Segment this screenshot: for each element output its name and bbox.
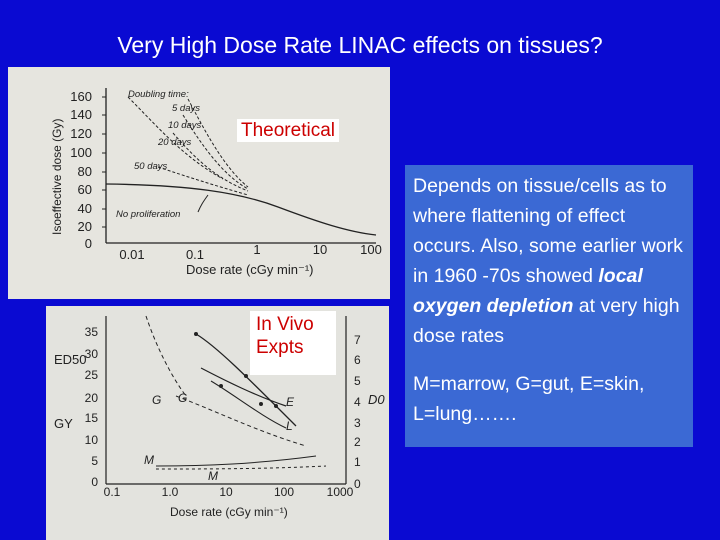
top-xtick: 10: [313, 242, 327, 257]
bottom-ylabel-top: ED50: [54, 352, 87, 367]
top-annotation: 20 days: [157, 137, 192, 148]
explanation-box: Depends on tissue/cells as to where flat…: [405, 165, 693, 447]
bottom-curve-label: M: [208, 469, 218, 483]
bottom-xtick: 1000: [327, 485, 354, 499]
top-annotation: 10 days: [168, 120, 202, 131]
legend-paragraph: M=marrow, G=gut, E=skin, L=lung…….: [413, 373, 645, 425]
theoretical-label: Theoretical: [237, 119, 339, 142]
top-ytick: 80: [78, 164, 92, 179]
top-xlabel: Dose rate (cGy min⁻¹): [186, 262, 314, 277]
explanation-paragraph: Depends on tissue/cells as to where flat…: [413, 171, 687, 351]
explanation-text: Depends on tissue/cells as to where flat…: [413, 175, 683, 287]
bottom-ytick-left: 5: [91, 454, 98, 468]
in-vivo-label-line1: In Vivo: [256, 314, 314, 335]
bottom-ytick-right: 2: [354, 435, 361, 449]
in-vivo-figure: 35 30 25 20 15 10 5 0 7 6 5 4 3 2 1 0 ED…: [46, 306, 389, 540]
bottom-right-label: D0: [368, 392, 385, 407]
top-ytick: 120: [70, 126, 92, 141]
top-ytick: 0: [85, 236, 92, 251]
bottom-ytick-left: 0: [91, 475, 98, 489]
theoretical-plot: 160 140 120 100 80 60 40 20 0 Isoeffecti…: [8, 67, 390, 299]
bottom-ytick-right: 3: [354, 416, 361, 430]
bottom-ytick-left: 15: [85, 411, 99, 425]
bottom-ytick-right: 1: [354, 455, 361, 469]
bottom-curve-label: G: [152, 393, 161, 407]
bottom-xtick: 10: [219, 485, 233, 499]
top-xtick: 100: [360, 242, 382, 257]
in-vivo-label: In Vivo Expts: [250, 311, 336, 375]
top-annotation: 5 days: [172, 103, 200, 114]
theoretical-figure: 160 140 120 100 80 60 40 20 0 Isoeffecti…: [8, 67, 390, 299]
bottom-curve-label: E: [286, 395, 295, 409]
top-ytick: 100: [70, 145, 92, 160]
bottom-curve-label: M: [144, 453, 154, 467]
top-xtick: 1: [253, 242, 260, 257]
bottom-xtick: 1.0: [162, 485, 179, 499]
top-ytick: 160: [70, 89, 92, 104]
bottom-xtick: 0.1: [104, 485, 121, 499]
in-vivo-label-line2: Expts: [256, 337, 304, 358]
top-ylabel: Isoeffective dose (Gy): [50, 119, 64, 236]
top-ytick: 60: [78, 182, 92, 197]
explanation-emphasis: local oxygen depletion: [413, 265, 643, 317]
bottom-ytick-right: 7: [354, 333, 361, 347]
bottom-ytick-left: 35: [85, 325, 99, 339]
top-xtick: 0.1: [186, 247, 204, 262]
bottom-ytick-right: 4: [354, 395, 361, 409]
bottom-xtick: 100: [274, 485, 294, 499]
top-annotation: No proliferation: [116, 209, 180, 220]
bottom-ytick-left: 10: [85, 433, 99, 447]
bottom-xlabel: Dose rate (cGy min⁻¹): [170, 505, 288, 519]
bottom-ytick-left: 20: [85, 391, 99, 405]
top-ytick: 140: [70, 107, 92, 122]
top-annotation: Doubling time:: [128, 89, 189, 100]
bottom-ytick-left: 25: [85, 368, 99, 382]
top-ytick: 20: [78, 219, 92, 234]
explanation-text-end: at very high dose rates: [413, 295, 680, 347]
bottom-ylabel-unit: GY: [54, 416, 73, 431]
bottom-ytick-right: 6: [354, 353, 361, 367]
top-ytick: 40: [78, 201, 92, 216]
bottom-ytick-right: 5: [354, 374, 361, 388]
bottom-curve-label: L: [286, 419, 293, 433]
slide-title: Very High Dose Rate LINAC effects on tis…: [117, 32, 603, 58]
bottom-curve-label: G: [178, 391, 187, 405]
top-xtick: 0.01: [119, 247, 144, 262]
in-vivo-plot: 35 30 25 20 15 10 5 0 7 6 5 4 3 2 1 0 ED…: [46, 306, 389, 540]
bottom-ytick-right: 0: [354, 477, 361, 491]
top-annotation: 50 days: [134, 161, 168, 172]
bottom-ytick-left: 30: [85, 347, 99, 361]
